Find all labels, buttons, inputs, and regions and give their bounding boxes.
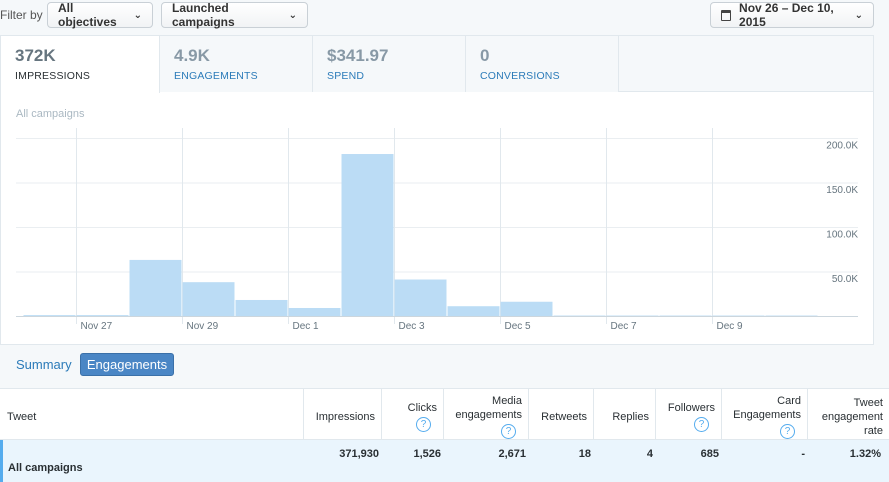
x-tick-label: Dec 5 <box>505 321 532 332</box>
chart-bar <box>500 301 553 316</box>
cell-engagement-rate: 1.32% <box>849 448 881 460</box>
chart-bar <box>182 282 235 316</box>
cell-clicks: 1,526 <box>413 448 441 460</box>
table-row[interactable]: All campaigns 371,930 1,526 2,671 18 4 6… <box>0 440 889 482</box>
cell-media-engagements: 2,671 <box>498 448 526 460</box>
tab-impressions[interactable]: 372K IMPRESSIONS <box>1 36 160 93</box>
engagements-button[interactable]: Engagements <box>80 353 174 376</box>
tab-value: 0 <box>480 46 490 65</box>
column-header-label: Engagements <box>733 409 801 421</box>
y-tick-label: 100.0K <box>826 230 858 241</box>
metrics-panel: 372K IMPRESSIONS 4.9K ENGAGEMENTS $341.9… <box>0 35 874 345</box>
campaign-table: Tweet Impressions Clicks ? Media engagem… <box>0 388 889 482</box>
column-header-label: Media <box>492 395 522 407</box>
filter-bar: Filter by All objectives ⌄ Launched camp… <box>0 0 889 32</box>
x-tick-label: Dec 3 <box>399 321 426 332</box>
column-header-label: Followers <box>667 402 715 414</box>
cell-impressions: 371,930 <box>339 448 379 460</box>
column-header-label: Tweet <box>853 396 883 409</box>
impressions-bar-chart: 50.0K 100.0K 150.0K 200.0K Nov 27 Nov 29 Dec 1… <box>16 128 858 332</box>
objectives-dropdown[interactable]: All objectives ⌄ <box>47 1 153 29</box>
help-icon[interactable]: ? <box>780 424 795 439</box>
objectives-dropdown-label: All objectives <box>58 1 117 29</box>
tab-value: 4.9K <box>174 46 210 65</box>
column-header-replies[interactable]: Replies <box>594 389 656 440</box>
campaigns-dropdown-label: Launched campaigns <box>172 1 235 29</box>
column-header-media-engagements[interactable]: Media engagements ? <box>444 389 529 440</box>
column-header-label: rate <box>864 424 883 437</box>
column-header-label: Card <box>777 395 801 407</box>
tab-label: CONVERSIONS <box>480 70 560 82</box>
column-header-clicks[interactable]: Clicks ? <box>382 389 444 440</box>
chart-bar <box>288 307 341 316</box>
column-header-card-engagements[interactable]: Card Engagements ? <box>722 389 808 440</box>
cell-campaign-name: All campaigns <box>8 462 83 474</box>
x-tick-label: Dec 1 <box>293 321 320 332</box>
chevron-down-icon: ⌄ <box>854 9 863 21</box>
column-header-label: Retweets <box>541 410 587 423</box>
column-header-label: engagement <box>821 410 883 423</box>
column-header-label: Clicks <box>407 402 437 414</box>
column-header-tweet[interactable]: Tweet <box>0 389 304 440</box>
x-tick-label: Dec 7 <box>611 321 638 332</box>
chart-bar <box>129 259 182 316</box>
x-tick-label: Nov 29 <box>187 321 219 332</box>
y-tick-label: 50.0K <box>832 274 858 285</box>
campaigns-dropdown[interactable]: Launched campaigns ⌄ <box>161 1 308 29</box>
column-header-impressions[interactable]: Impressions <box>304 389 382 440</box>
chart-bar <box>394 279 447 316</box>
x-tick-label: Nov 27 <box>81 321 113 332</box>
tab-label: ENGAGEMENTS <box>174 70 258 82</box>
column-header-followers[interactable]: Followers ? <box>656 389 722 440</box>
filter-label: Filter by <box>0 8 43 22</box>
cell-retweets: 18 <box>578 448 591 460</box>
chevron-down-icon: ⌄ <box>288 9 297 21</box>
chart-bar <box>341 154 394 316</box>
help-icon[interactable]: ? <box>501 424 516 439</box>
x-tick-label: Dec 9 <box>717 321 744 332</box>
tab-engagements[interactable]: 4.9K ENGAGEMENTS <box>160 36 313 92</box>
tab-conversions[interactable]: 0 CONVERSIONS <box>466 36 619 92</box>
table-header: Tweet Impressions Clicks ? Media engagem… <box>0 389 889 440</box>
chevron-down-icon: ⌄ <box>133 9 142 21</box>
chart-bar <box>447 306 500 316</box>
summary-link[interactable]: Summary <box>16 357 72 372</box>
tab-label: IMPRESSIONS <box>15 70 91 82</box>
column-header-engagement-rate[interactable]: Tweet engagement rate <box>808 389 889 440</box>
column-header-retweets[interactable]: Retweets <box>529 389 594 440</box>
calendar-icon <box>721 9 732 21</box>
help-icon[interactable]: ? <box>416 417 431 432</box>
column-header-label: Impressions <box>315 410 375 423</box>
chart-title: All campaigns <box>16 108 85 120</box>
chart-bar <box>235 299 288 316</box>
tab-value: $341.97 <box>327 46 389 65</box>
cell-replies: 4 <box>646 448 653 460</box>
tab-label: SPEND <box>327 70 365 82</box>
help-icon[interactable]: ? <box>694 417 709 432</box>
y-tick-label: 150.0K <box>826 185 858 196</box>
column-header-label: Replies <box>612 410 649 423</box>
metric-tabs: 372K IMPRESSIONS 4.9K ENGAGEMENTS $341.9… <box>1 36 873 93</box>
date-range-dropdown[interactable]: Nov 26 – Dec 10, 2015 ⌄ <box>710 1 874 29</box>
chart-bar <box>23 315 76 317</box>
chart-bar <box>76 315 129 317</box>
cell-card-engagements: - <box>801 448 805 460</box>
date-range-label: Nov 26 – Dec 10, 2015 <box>739 1 834 29</box>
cell-followers: 685 <box>700 448 719 460</box>
column-header-label: engagements <box>455 409 522 421</box>
column-header-label: Tweet <box>7 410 37 423</box>
y-tick-label: 200.0K <box>826 141 858 152</box>
tab-spend[interactable]: $341.97 SPEND <box>313 36 466 92</box>
tab-value: 372K <box>15 46 56 65</box>
